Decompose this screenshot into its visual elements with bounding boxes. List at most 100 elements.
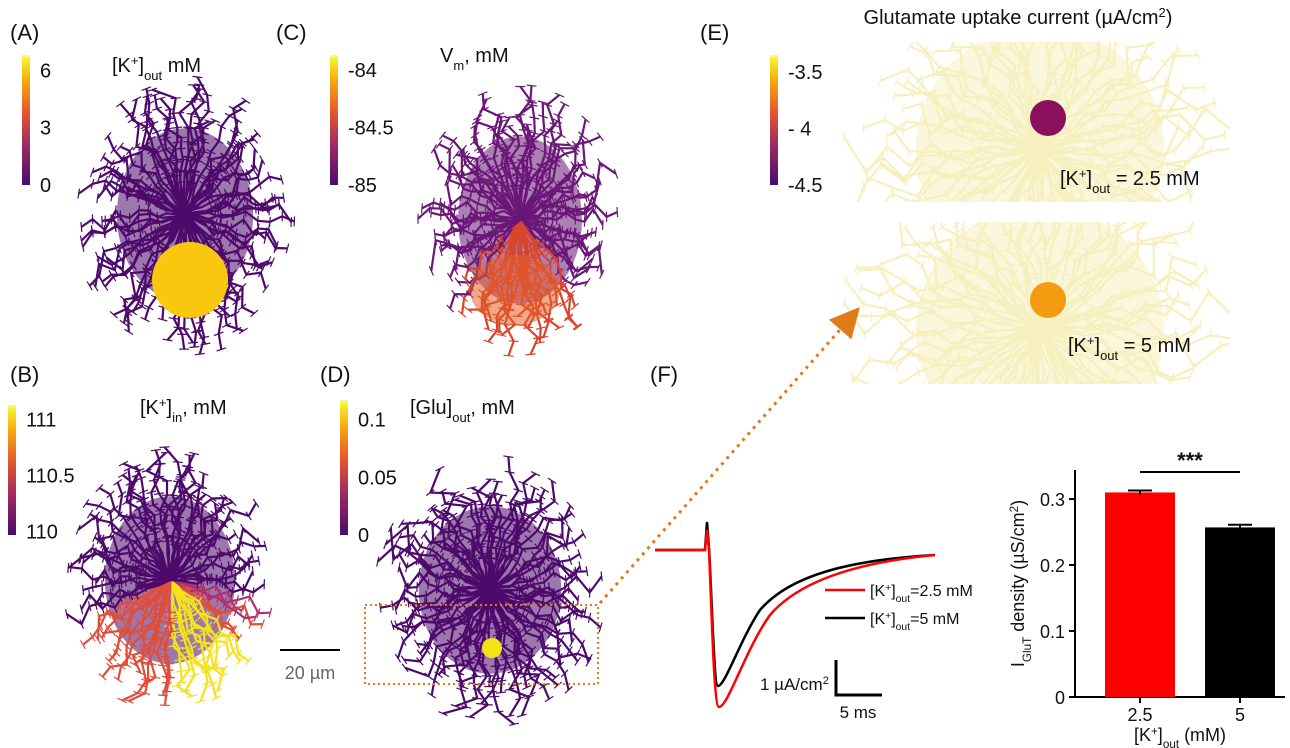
colorbar-tick-label: -84 (348, 60, 377, 82)
cell-branch (399, 534, 491, 591)
scale-label-part: 2 (823, 675, 829, 687)
cell-spines (1064, 365, 1104, 384)
cell-branch (169, 579, 241, 662)
scale-label: 5 ms (840, 703, 877, 722)
cell-branch (169, 579, 226, 692)
cell-spines (1034, 222, 1057, 280)
cell-spines (113, 612, 160, 683)
cell-branch (169, 497, 226, 581)
error-bar (1128, 489, 1152, 495)
cell-branch (455, 589, 492, 708)
cell-spines (1073, 376, 1083, 384)
cell-branch (1017, 329, 1042, 384)
cell-branch (895, 328, 1041, 369)
cell-branch (489, 588, 583, 615)
cell-spines (541, 167, 598, 210)
cell-spines (1050, 374, 1061, 379)
cell-branch (489, 589, 591, 660)
condition-label: [K+]out = 5 mM (1068, 333, 1191, 363)
cell-branch (1039, 328, 1230, 369)
cell-branch (101, 208, 186, 223)
cell-spines (1077, 222, 1142, 289)
cell-spines (98, 593, 150, 643)
cell-branch (863, 118, 1041, 152)
condition-label-part: out (1100, 348, 1118, 363)
panel-label: (D) (320, 362, 351, 387)
cell-branch (184, 203, 293, 223)
cell-branch (184, 214, 270, 268)
panel-title: [K+]in, mM (140, 395, 227, 425)
cell-branch (489, 553, 581, 591)
cell-branch (844, 279, 1041, 332)
cell-branch (932, 225, 1041, 331)
cell-branch (489, 586, 579, 601)
cell-branch (131, 579, 171, 674)
cell-branch (1039, 149, 1163, 202)
cell-images (64, 42, 1230, 726)
error-bar (1228, 523, 1252, 531)
cell-spines (1059, 234, 1089, 277)
cell-branch (989, 42, 1042, 151)
cell-branch (101, 579, 171, 678)
y-tick-label: 0 (1055, 688, 1065, 708)
cell-spines (75, 511, 143, 568)
cell-branch (1039, 124, 1180, 158)
panel-title-part: ] (167, 397, 173, 419)
x-axis-label-part: out (1163, 738, 1180, 748)
cell-spines (986, 187, 1009, 202)
cell-branch (1039, 149, 1139, 202)
cell-spines (173, 613, 200, 693)
cell-spines (204, 234, 266, 274)
cell-spines (992, 53, 1017, 100)
cell-branch (981, 329, 1041, 384)
cell-spines (546, 204, 604, 230)
panel-title-part: [K (140, 397, 160, 419)
panel-title: [Glu]out, mM (410, 397, 515, 425)
cell-spines (466, 486, 495, 558)
cell-branch (459, 494, 492, 591)
cell-spines (97, 165, 160, 206)
cell-branch (184, 214, 255, 315)
cell-spines (488, 112, 513, 190)
cell-branch (441, 490, 492, 591)
cell-spines (434, 615, 479, 679)
cell-spines (958, 224, 1016, 287)
cell-spines (512, 607, 565, 670)
cell-spines (1063, 193, 1073, 201)
cell-branch (1039, 81, 1168, 151)
cell-branch (1003, 329, 1041, 384)
cell-branch (94, 579, 171, 606)
cell-branch (488, 589, 551, 700)
cell-branch (169, 501, 234, 581)
cell-spines (1061, 366, 1073, 384)
cell-branch (879, 68, 1041, 151)
panel-label: (B) (10, 362, 39, 387)
cell-spines (518, 582, 580, 606)
condition-label-part: = 2.5 mM (1110, 168, 1199, 190)
cell-spines (1071, 52, 1153, 122)
cell-branch (395, 588, 491, 627)
x-axis-label: [K+]out (mM) (1134, 725, 1226, 748)
cell-spines (518, 594, 587, 626)
colorbar-tick-label: 6 (40, 60, 51, 82)
legend-label-part: =5 mM (910, 611, 959, 628)
cell-spines (1044, 48, 1089, 99)
cell-spines (899, 238, 992, 304)
cell-branch (161, 579, 173, 696)
cell-spines (205, 135, 258, 196)
x-tick-label: 2.5 (1127, 705, 1152, 725)
cell-spines (1092, 319, 1202, 349)
cell-branch (434, 218, 521, 238)
cell-spines (857, 263, 986, 308)
condition-label-part: [K (1060, 168, 1080, 190)
cell-spines (517, 613, 573, 694)
cell-branch (1007, 149, 1041, 202)
cell-branch (421, 200, 521, 222)
cell-spines (1082, 237, 1181, 306)
panel-title: [K+]out mM (112, 53, 201, 83)
cell-branch (488, 456, 520, 591)
cell-branch (1039, 329, 1115, 384)
cell-branch (389, 527, 491, 591)
cell-branch (183, 88, 206, 216)
colorbar (770, 55, 778, 185)
